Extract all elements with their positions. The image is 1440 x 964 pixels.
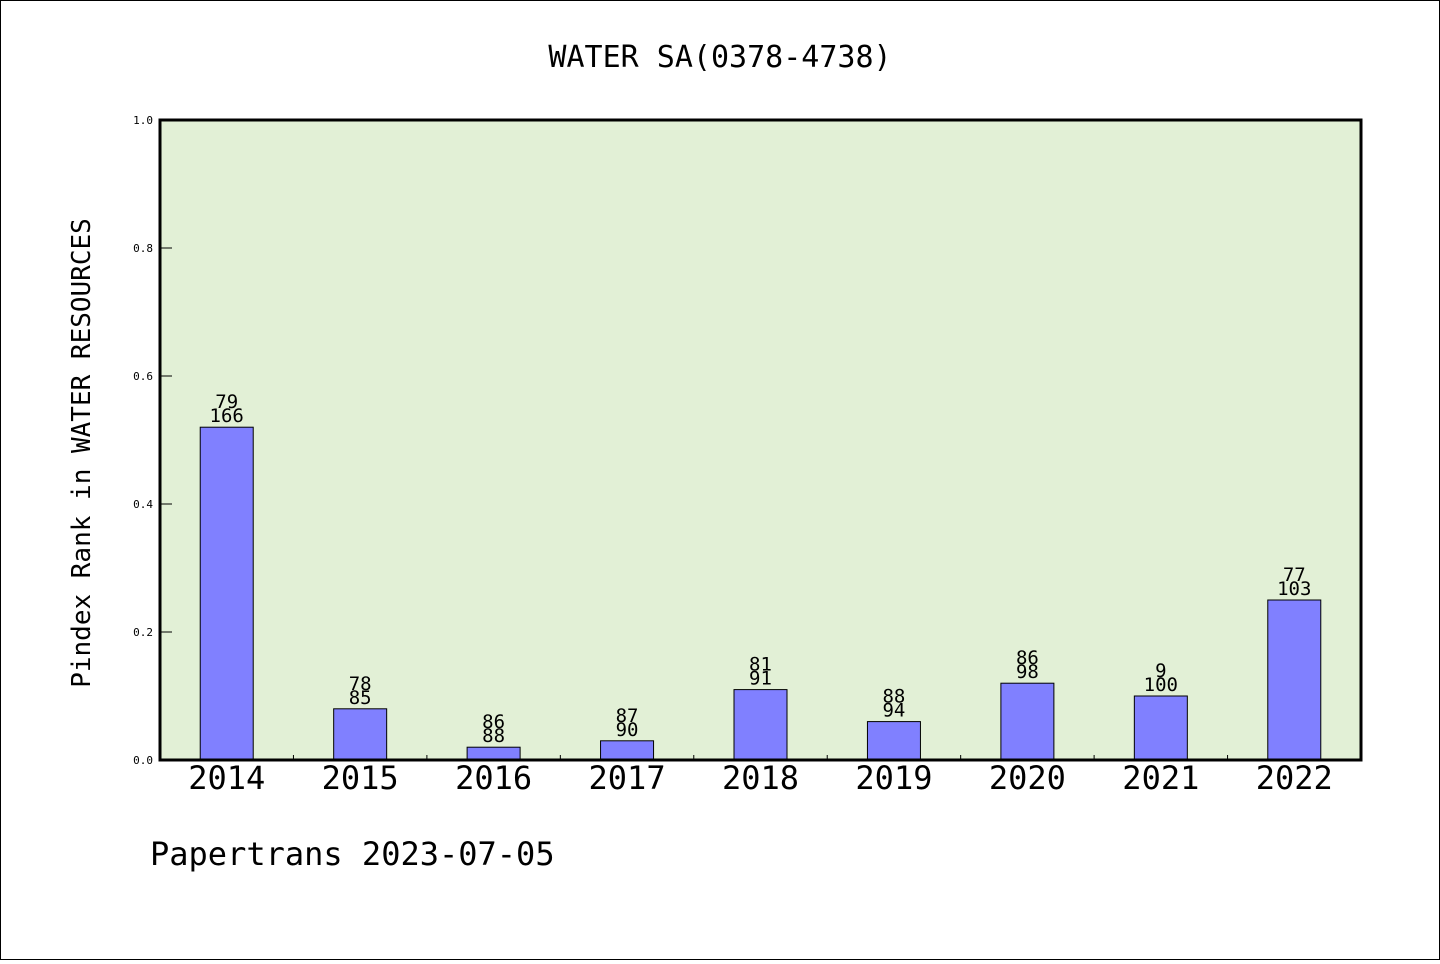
bar-2018 [733, 689, 788, 761]
x-tick-label: 2014 [188, 759, 265, 797]
plot-area [160, 120, 1361, 760]
y-tick-label: 0.8 [133, 242, 153, 255]
bar-2019 [866, 721, 921, 761]
rank-label: 78 [349, 673, 372, 695]
total-label: 100 [1144, 674, 1178, 696]
x-tick-label: 2020 [989, 759, 1066, 797]
y-tick-label: 1.0 [133, 114, 153, 127]
rank-label: 88 [882, 686, 905, 708]
y-tick-label: 0.6 [133, 370, 153, 383]
bar-series [199, 426, 1322, 761]
bar-2020 [1000, 682, 1055, 761]
total-label: 88 [482, 725, 505, 747]
rank-label: 77 [1283, 564, 1306, 586]
total-label: 166 [210, 405, 244, 427]
x-tick-label: 2017 [589, 759, 666, 797]
y-axis-label: Pindex Rank in WATER RESOURCES [67, 218, 97, 688]
x-tick-label: 2019 [855, 759, 932, 797]
x-tick-label: 2015 [322, 759, 399, 797]
x-axis: 2014 2015 2016 2017 2018 2019 2020 2021 2022 [188, 755, 1333, 797]
y-tick-label: 0.4 [133, 498, 153, 511]
footer-text: Papertrans 2023-07-05 [150, 835, 555, 873]
y-tick-label: 0.2 [133, 626, 153, 639]
chart-title: WATER SA(0378-4738) [548, 40, 891, 75]
y-axis: 0.0 0.2 0.4 0.6 0.8 1.0 [133, 114, 172, 767]
rank-label: 86 [482, 711, 505, 733]
rank-label: 9 [1155, 660, 1166, 682]
y-tick-label: 0.0 [133, 754, 153, 767]
x-tick-label: 2016 [455, 759, 532, 797]
bar-2017 [600, 740, 655, 761]
bar-2015 [333, 708, 388, 761]
rank-label: 86 [1016, 647, 1039, 669]
bar-2014 [199, 426, 254, 761]
plot-border [158, 118, 1363, 762]
total-label: 90 [616, 719, 639, 741]
x-tick-label: 2018 [722, 759, 799, 797]
bar-2021 [1133, 695, 1188, 761]
x-tick-label: 2021 [1122, 759, 1199, 797]
rank-label: 79 [215, 391, 238, 413]
total-label: 103 [1277, 578, 1311, 600]
rank-label: 81 [749, 654, 772, 676]
x-tick-label: 2022 [1256, 759, 1333, 797]
total-label: 85 [349, 687, 372, 709]
total-label: 98 [1016, 661, 1039, 683]
total-label: 91 [749, 668, 772, 690]
rank-label: 87 [616, 705, 639, 727]
total-label: 94 [882, 700, 905, 722]
bar-2016 [466, 746, 521, 761]
bar-2022 [1267, 599, 1322, 761]
